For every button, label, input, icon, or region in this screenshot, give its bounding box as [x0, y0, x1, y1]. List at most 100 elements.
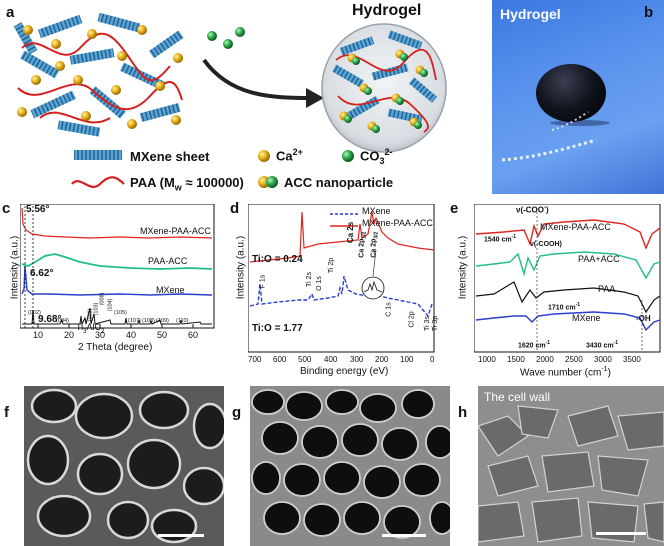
- ftir-xtick-1000: 1000: [478, 355, 496, 364]
- panel-d-ylabel: Intensity (a.u.): [235, 235, 247, 300]
- paa-legend-icon: [71, 176, 125, 188]
- xps-plot: [248, 204, 435, 353]
- xrd-xtick-30: 30: [95, 330, 106, 340]
- legend-acc: ACC nanoparticle: [284, 175, 394, 190]
- xps-ratio-bottom: Ti:O = 1.77: [252, 323, 303, 334]
- panel-a-label: a: [6, 4, 15, 21]
- panel-c-ylabel: Intensity (a.u.): [9, 235, 21, 300]
- xps-xtick-600: 600: [273, 355, 287, 364]
- xrd-plot: [20, 204, 215, 329]
- xrd-series-mxene-paa-acc: MXene-PAA-ACC: [140, 226, 211, 236]
- panel-e-label: e: [450, 200, 459, 217]
- xps-xtick-100: 100: [400, 355, 414, 364]
- peak-ti3p: Ti 3p: [432, 315, 440, 332]
- xps-mxene-line: [249, 275, 435, 318]
- panel-b-label: b: [644, 4, 654, 21]
- ftir-annot-coo: ν(-COO-): [516, 205, 549, 215]
- hydrogel-disc: [321, 23, 447, 153]
- peak-cl2p: Cl 2p: [408, 311, 416, 328]
- peak-f1s: F 1s: [259, 274, 267, 289]
- xrd-mxene-paa-acc-line: [21, 207, 213, 239]
- hkl-107: (107): [128, 318, 141, 324]
- ftir-series-paa: PAA: [598, 284, 616, 294]
- ftir-annot-1540: 1540 cm-1: [484, 234, 517, 244]
- legend-paa: PAA (Mw ≈ 100000): [130, 175, 244, 193]
- xrd-peak-6-62: 6.62°: [30, 268, 54, 279]
- xrd-series-paa-acc: PAA-ACC: [148, 256, 188, 266]
- xrd-xtick-20: 20: [64, 330, 75, 340]
- ftir-annot-cooh: ν(-COOH): [530, 241, 562, 248]
- ftir-annot-3430: 3430 cm-1: [586, 340, 619, 350]
- hkl-110: (110): [176, 318, 189, 324]
- hkl-109: (109): [156, 318, 169, 324]
- xps-xtick-200: 200: [375, 355, 389, 364]
- ftir-series-mxene-paa-acc: MXene-PAA-ACC: [540, 222, 611, 232]
- sem-image-g: [250, 386, 450, 546]
- hydrogel-title: Hydrogel: [352, 2, 422, 19]
- xrd-xtick-50: 50: [157, 330, 168, 340]
- panel-e-ylabel: Intensity (a.u.): [457, 235, 469, 300]
- peak-o1s: O 1s: [315, 276, 323, 291]
- ftir-annot-1710: 1710 cm-1: [548, 302, 581, 312]
- xps-xtick-700: 700: [248, 355, 262, 364]
- ca2p-inset-circle: [361, 276, 385, 300]
- xps-xtick-300: 300: [350, 355, 364, 364]
- xrd-peak-5-56: 5.56°: [26, 204, 50, 215]
- ftir-plot: [474, 204, 661, 353]
- peak-ti3s: Ti 3s: [423, 316, 431, 331]
- panel-c-label: c: [2, 200, 11, 217]
- xrd-ti3alc2-label: Ti3AlC2: [76, 322, 105, 335]
- xps-mxene-paa-acc-line: [249, 211, 435, 263]
- ftir-annot-1620: 1620 cm-1: [518, 340, 551, 350]
- scale-bar-h: [596, 532, 646, 535]
- panel-a-schematic: [13, 12, 447, 188]
- ftir-xtick-3000: 3000: [594, 355, 612, 364]
- mxene-sheet-legend-icon: [74, 150, 122, 160]
- panel-f-label: f: [4, 404, 9, 421]
- peak-ti2s: Ti 2s: [305, 272, 313, 287]
- peak-ca2p-32: Ca 2p3/2: [370, 231, 380, 258]
- co3-ions: [207, 27, 245, 49]
- hkl-002: (002): [28, 310, 41, 316]
- scale-bar-g: [382, 534, 426, 537]
- scale-bar-f: [158, 534, 204, 537]
- xrd-peak-9-68: 9.68°: [38, 314, 62, 325]
- xps-xtick-400: 400: [324, 355, 338, 364]
- xps-xtick-500: 500: [298, 355, 312, 364]
- hkl-008: (008): [99, 292, 106, 306]
- ftir-mxene-line: [475, 311, 661, 332]
- panel-d-xlabel: Binding energy (eV): [300, 366, 389, 377]
- ftir-xtick-3500: 3500: [623, 355, 641, 364]
- ftir-series-paa-acc: PAA+ACC: [578, 254, 620, 264]
- ftir-xtick-1500: 1500: [507, 355, 525, 364]
- hkl-105: (105): [114, 310, 127, 316]
- mxene-paa-ca-cluster: [13, 12, 184, 137]
- xrd-xtick-60: 60: [188, 330, 199, 340]
- ftir-xtick-2000: 2000: [536, 355, 554, 364]
- xps-legend-swatches: [330, 213, 358, 227]
- hkl-104: (104): [107, 298, 114, 312]
- xrd-series-mxene: MXene: [156, 285, 185, 295]
- ca-legend-icon: [258, 150, 270, 162]
- ftir-mxene-paa-acc-line: [475, 219, 661, 250]
- xrd-xtick-10: 10: [33, 330, 44, 340]
- panel-b-photo: b Hydrogel: [492, 0, 664, 194]
- panel-c-xlabel: 2 Theta (degree): [78, 342, 153, 353]
- xrd-xtick-40: 40: [126, 330, 137, 340]
- legend-co3: CO32-: [360, 147, 393, 166]
- co3-legend-icon: [342, 150, 354, 162]
- panel-d-label: d: [230, 200, 240, 217]
- peak-ca2s: Ca 2s: [346, 221, 356, 244]
- legend-mxene-sheet: MXene sheet: [130, 149, 210, 164]
- sem-image-f: [24, 386, 224, 546]
- peak-ca2p-12: Ca 2p1/2: [358, 231, 368, 258]
- xps-ratio-top: Ti:O = 0.24: [252, 254, 303, 265]
- sem-image-h: The cell wall: [478, 386, 664, 546]
- xrd-ti3alc2-line: [22, 307, 212, 326]
- panel-g-label: g: [232, 404, 242, 421]
- ftir-paa-line: [475, 281, 661, 314]
- peak-ti2p: Ti 2p: [328, 257, 336, 274]
- hydrogel-blob: [536, 64, 606, 122]
- xrd-mxene-line: [21, 265, 213, 296]
- ftir-series-mxene: MXene: [572, 313, 601, 323]
